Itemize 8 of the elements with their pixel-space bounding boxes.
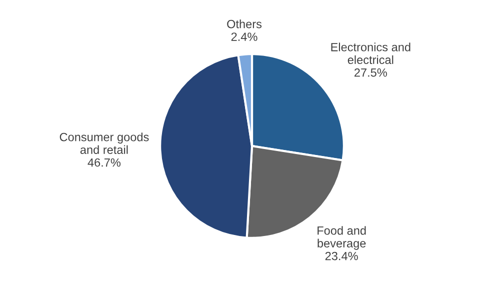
slice-label: Electronics and electrical	[331, 42, 410, 64]
slice-label: Consumer goods and retail	[60, 132, 149, 154]
slice-label: Others	[227, 20, 262, 28]
data-label: 27.5%	[354, 68, 387, 77]
data-label: 46.7%	[88, 158, 121, 167]
slice-label: Food and beverage	[318, 226, 366, 250]
data-label: 23.4%	[325, 252, 358, 260]
data-label: 2.4%	[231, 32, 258, 41]
